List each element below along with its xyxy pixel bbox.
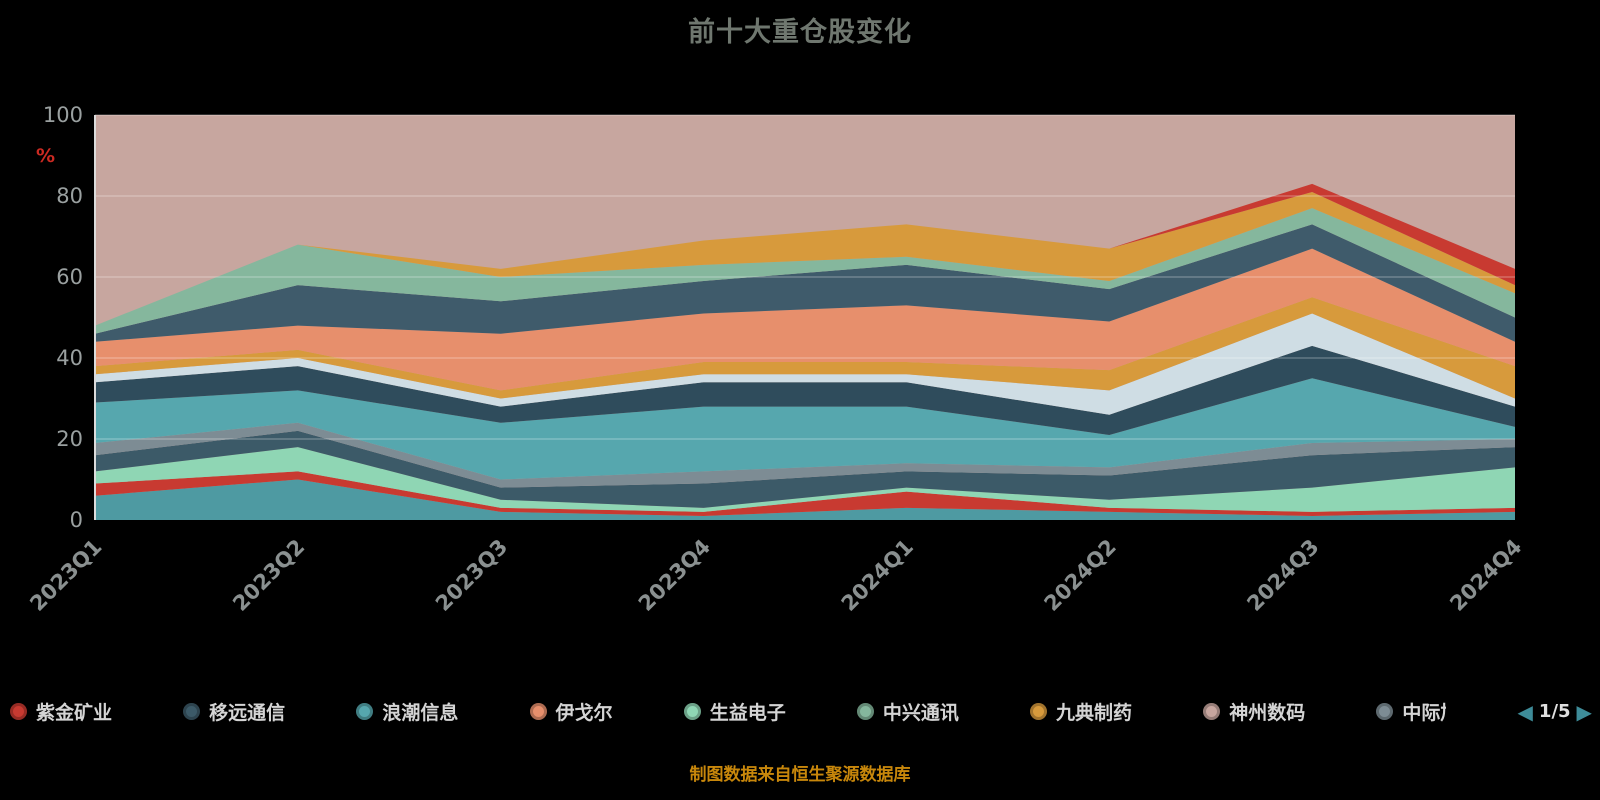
y-tick-label: 80 xyxy=(56,184,83,208)
area-series-6 xyxy=(95,345,1515,435)
y-tick-label: 20 xyxy=(56,427,83,451)
y-tick-label: 40 xyxy=(56,346,83,370)
legend-dot-icon xyxy=(856,703,874,720)
legend-dot-icon xyxy=(529,703,547,720)
x-tick-label: 2023Q3 xyxy=(431,535,512,616)
legend-item-label: 生益电子 xyxy=(709,702,786,724)
legend-item-0[interactable]: 紫金矿业 xyxy=(10,698,112,725)
legend-item-label: 移远通信 xyxy=(209,702,286,724)
legend-prev-icon[interactable]: ◀ xyxy=(1517,699,1533,724)
legend-item-3[interactable]: 伊戈尔 xyxy=(529,698,613,725)
x-tick-label: 2024Q2 xyxy=(1040,535,1121,616)
area-series-10 xyxy=(95,224,1515,342)
y-axis-unit-label: % xyxy=(36,145,55,167)
legend-pager: ◀ 1/5 ▶ xyxy=(1518,701,1592,722)
legend-item-4[interactable]: 生益电子 xyxy=(683,698,786,725)
area-series-5 xyxy=(95,378,1515,480)
area-series-11 xyxy=(95,208,1515,334)
legend-dot-icon xyxy=(683,703,701,720)
legend-item-1[interactable]: 移远通信 xyxy=(183,698,285,725)
area-series-7 xyxy=(95,313,1515,415)
legend-dot-icon xyxy=(356,703,374,720)
y-tick-label: 100 xyxy=(43,103,83,127)
page-title: 前十大重仓股变化 xyxy=(688,17,912,48)
x-tick-label: 2024Q1 xyxy=(837,535,918,616)
data-source-note: 制图数据来自恒生聚源数据库 xyxy=(689,765,911,785)
legend-dot-icon xyxy=(1376,703,1394,720)
legend-next-icon[interactable]: ▶ xyxy=(1576,699,1592,724)
legend-item-8[interactable]: 中际旭创 xyxy=(1376,698,1446,725)
legend-dot-icon xyxy=(1030,703,1048,720)
area-series-4 xyxy=(95,422,1515,488)
stacked-area-chart: 0 20 40 60 80 100 2023Q1 2023Q2 2023Q3 2023Q4 2024… xyxy=(25,103,1526,616)
legend-item-5[interactable]: 中兴通讯 xyxy=(856,698,959,725)
legend-item-label: 伊戈尔 xyxy=(555,702,613,724)
x-tick-label: 2023Q2 xyxy=(228,535,309,616)
legend-item-6[interactable]: 九典制药 xyxy=(1030,698,1132,725)
legend-item-label: 中兴通讯 xyxy=(882,702,959,724)
legend-dot-icon xyxy=(1203,703,1221,720)
x-tick-label: 2024Q4 xyxy=(1445,535,1526,616)
legend-page-indicator: 1/5 xyxy=(1538,701,1571,722)
area-series-1 xyxy=(95,471,1515,516)
area-series-0 xyxy=(95,479,1515,520)
y-tick-label: 60 xyxy=(56,265,83,289)
x-tick-label: 2023Q1 xyxy=(25,535,106,616)
legend-item-label: 九典制药 xyxy=(1056,702,1133,724)
area-series-2 xyxy=(95,447,1515,512)
legend: 紫金矿业 移远通信 浪潮信息 伊戈尔 生益电子 中兴通讯 九典制药 神州数码 中际旭创 ◀ 1/… xyxy=(10,698,1592,725)
area-series-9 xyxy=(95,248,1515,391)
legend-item-7[interactable]: 神州数码 xyxy=(1203,698,1305,725)
legend-item-label: 紫金矿业 xyxy=(36,702,113,724)
area-series-12 xyxy=(95,191,1515,326)
legend-dot-icon xyxy=(10,703,27,720)
area-series-3 xyxy=(95,430,1515,508)
legend-item-2[interactable]: 浪潮信息 xyxy=(356,698,458,725)
legend-item-label: 神州数码 xyxy=(1229,702,1306,724)
x-tick-label: 2023Q4 xyxy=(634,535,715,616)
legend-dot-icon xyxy=(183,703,201,720)
y-tick-label: 0 xyxy=(70,508,83,532)
x-tick-label: 2024Q3 xyxy=(1242,535,1323,616)
legend-item-label: 浪潮信息 xyxy=(382,702,459,724)
legend-item-label: 中际旭创 xyxy=(1402,702,1446,724)
